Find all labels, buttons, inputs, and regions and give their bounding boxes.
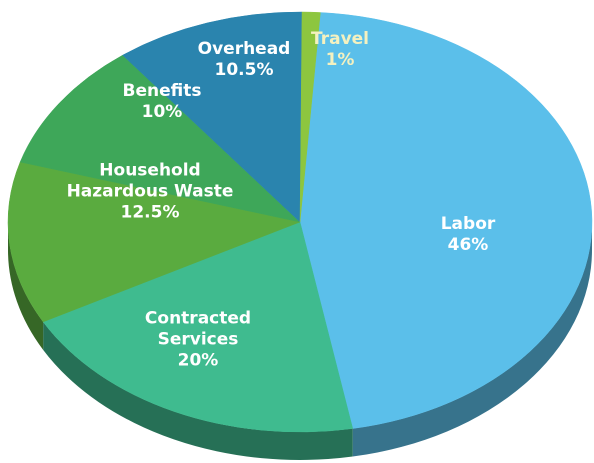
slice-label: Benefits 10% xyxy=(107,81,217,123)
slice-label: Travel 1% xyxy=(305,29,375,71)
slice-side xyxy=(352,222,592,457)
slice xyxy=(299,11,321,223)
category-label: Labor xyxy=(440,214,496,234)
slice xyxy=(299,12,593,429)
slice xyxy=(19,54,301,223)
slice xyxy=(122,11,303,223)
value-label: 46% xyxy=(447,235,489,255)
value-label: 12.5% xyxy=(120,202,180,223)
value-label: 10% xyxy=(141,102,183,122)
slice xyxy=(42,221,354,433)
slice-label: Contracted Services 20% xyxy=(138,309,258,372)
slice-label: Overhead 10.5% xyxy=(189,39,299,81)
slice xyxy=(7,161,301,323)
value-label: 1% xyxy=(325,50,355,70)
category-label: Benefits xyxy=(122,81,202,101)
category-label: Contracted Services xyxy=(144,308,252,350)
slice-label: Labor 46% xyxy=(408,214,528,256)
slice-side xyxy=(8,222,44,350)
category-label: Household Hazardous Waste xyxy=(66,160,234,202)
value-label: 20% xyxy=(177,350,219,371)
slice-side xyxy=(43,321,353,460)
value-label: 10.5% xyxy=(214,60,274,80)
slice-label: Household Hazardous Waste 12.5% xyxy=(65,161,235,224)
category-label: Travel xyxy=(310,29,370,49)
category-label: Overhead xyxy=(197,39,291,59)
